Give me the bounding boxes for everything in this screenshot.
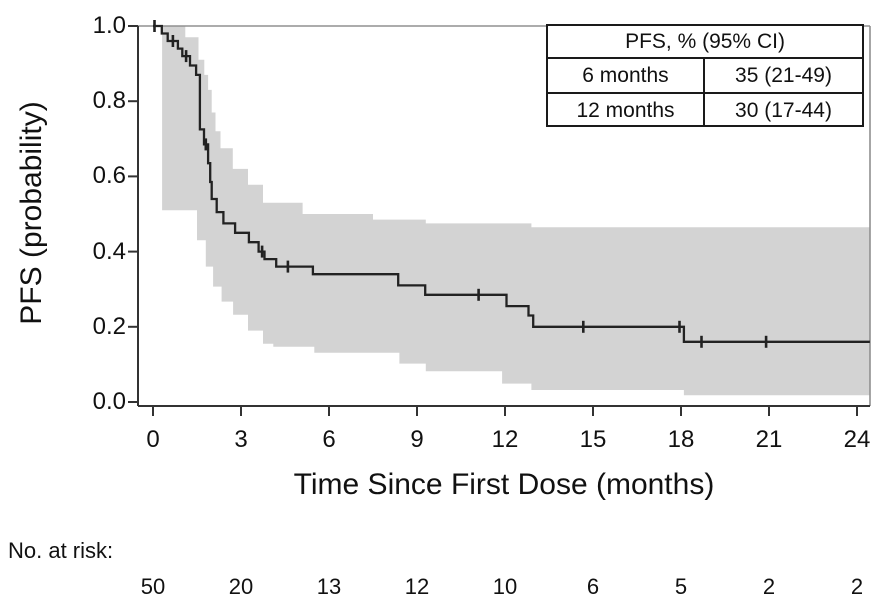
y-tick-label: 0.4 bbox=[92, 237, 126, 265]
y-axis-title: PFS (probability) bbox=[15, 101, 48, 325]
risk-row-label: No. at risk: bbox=[8, 538, 114, 563]
risk-count: 2 bbox=[762, 574, 776, 599]
table-row: 6 months 35 (21-49) bbox=[548, 59, 862, 94]
risk-count: 2 bbox=[850, 574, 864, 599]
ci-band bbox=[162, 26, 870, 396]
x-tick-label: 12 bbox=[491, 426, 519, 453]
x-tick-label: 24 bbox=[843, 426, 871, 453]
x-tick-label: 3 bbox=[234, 426, 248, 453]
risk-count: 13 bbox=[316, 574, 342, 599]
risk-count: 10 bbox=[492, 574, 518, 599]
x-tick-label: 21 bbox=[755, 426, 783, 453]
y-tick-label: 0.8 bbox=[92, 87, 126, 115]
risk-count: 20 bbox=[228, 574, 254, 599]
summary-table-header: PFS, % (95% CI) bbox=[548, 26, 862, 59]
y-tick-label: 0.6 bbox=[92, 162, 126, 190]
table-cell-timepoint: 6 months bbox=[548, 59, 705, 92]
x-tick-label: 18 bbox=[667, 426, 695, 453]
y-tick-label: 0.2 bbox=[92, 312, 126, 340]
summary-table: PFS, % (95% CI) 6 months 35 (21-49) 12 m… bbox=[546, 24, 864, 127]
y-tick-label: 1.0 bbox=[92, 12, 126, 39]
table-row: 12 months 30 (17-44) bbox=[548, 94, 862, 127]
table-cell-estimate: 35 (21-49) bbox=[735, 63, 832, 87]
risk-count: 5 bbox=[674, 574, 688, 599]
x-tick-label: 15 bbox=[579, 426, 607, 453]
x-tick-label: 6 bbox=[322, 426, 336, 453]
y-tick-label: 0.0 bbox=[92, 388, 126, 415]
risk-count: 6 bbox=[586, 574, 600, 599]
x-tick-label: 0 bbox=[146, 426, 160, 453]
table-cell-timepoint: 12 months bbox=[548, 94, 705, 127]
x-axis-title: Time Since First Dose (months) bbox=[293, 468, 715, 501]
table-cell-estimate: 30 (17-44) bbox=[735, 98, 832, 122]
x-tick-label: 9 bbox=[410, 426, 424, 453]
risk-count: 50 bbox=[140, 574, 166, 599]
risk-count: 12 bbox=[404, 574, 430, 599]
